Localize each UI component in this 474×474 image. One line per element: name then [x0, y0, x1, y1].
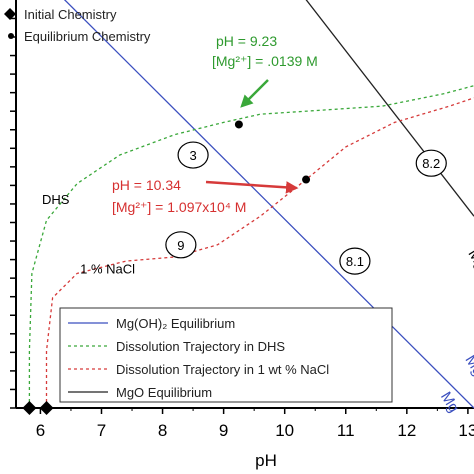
series-line-2 [28, 85, 474, 408]
legend-top-marker-diamond [4, 8, 16, 20]
contour-label-0: 3 [189, 148, 196, 163]
edge-label-0: Mg [465, 246, 474, 273]
annotation-group: pH = 9.23 [Mg²⁺] = .0139 M pH = 10.34 [M… [112, 33, 318, 215]
series-line-1 [305, 0, 474, 217]
x-tick-label: 11 [337, 421, 355, 440]
legend-label-2: Dissolution Trajectory in 1 wt % NaCl [116, 362, 329, 377]
curve-label-1: 1 % NaCl [80, 261, 135, 276]
legend-bottom: Mg(OH)₂ Equilibrium Dissolution Trajector… [59, 307, 393, 403]
legend-label-1: Dissolution Trajectory in DHS [116, 339, 285, 354]
annotation-red-line2: [Mg²⁺] = 1.097x10⁴ M [112, 199, 246, 215]
equilibrium-marker-1 [302, 175, 311, 184]
annotation-red-line1: pH = 10.34 [112, 177, 181, 193]
legend-top-marker-dot [8, 33, 14, 39]
contour-circle-3 [415, 149, 447, 177]
initial-marker-1 [39, 401, 54, 415]
x-tick-label: 9 [219, 421, 228, 440]
legend-top: Initial Chemistry Equilibrium Chemistry [4, 7, 151, 44]
annotation-green-line2: [Mg²⁺] = .0139 M [212, 53, 318, 69]
x-tick-label: 7 [97, 421, 106, 440]
series-group [28, 0, 474, 409]
contour-label-1: 9 [177, 238, 184, 253]
legend-label-3: MgO Equilibrium [116, 385, 212, 400]
x-tick-label: 8 [158, 421, 167, 440]
x-axis-title: pH [255, 451, 277, 470]
contour-circle-0 [177, 141, 209, 169]
annotation-green-line1: pH = 9.23 [216, 33, 277, 49]
initial-marker-0 [22, 401, 37, 415]
x-tick-label: 12 [397, 421, 416, 440]
legend-label-0: Mg(OH)₂ Equilibrium [116, 316, 235, 331]
legend-top-label-1: Equilibrium Chemistry [24, 29, 151, 44]
contour-circle-2 [339, 247, 371, 275]
annotation-arrow-green [240, 79, 269, 108]
contour-label-2: 8.1 [346, 254, 364, 269]
x-tick-label: 10 [275, 421, 294, 440]
series-line-0 [63, 0, 474, 409]
x-tick-label: 13 [458, 421, 474, 440]
curve-label-0: DHS [42, 192, 70, 207]
contour-circle-1 [165, 231, 197, 259]
edge-label-1: Mg [461, 352, 474, 379]
legend-box [59, 307, 393, 403]
series-line-3 [45, 97, 474, 408]
contour-label-3: 8.2 [422, 156, 440, 171]
x-tick-label: 6 [36, 421, 45, 440]
legend-top-label-0: Initial Chemistry [24, 7, 117, 22]
annotation-arrow-red [205, 180, 299, 194]
equilibrium-marker-0 [234, 120, 243, 129]
